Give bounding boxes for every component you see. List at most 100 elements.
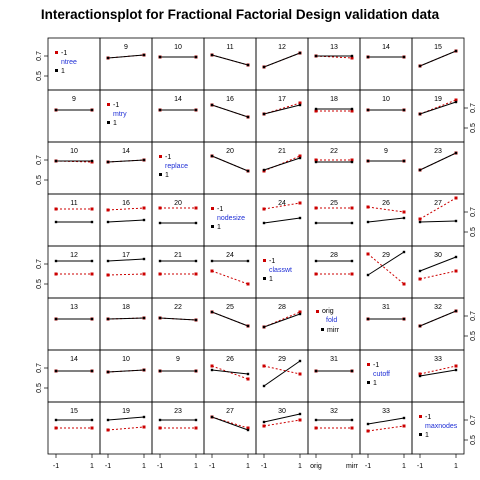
series-point-high (454, 255, 458, 259)
series-point-high (142, 218, 146, 222)
legend-level-high: 1 (113, 120, 117, 127)
series-point-high (262, 384, 266, 388)
x-tick-label: -1 (261, 463, 267, 470)
panel-label: 10 (122, 356, 130, 363)
series-point-low (246, 282, 250, 286)
series-point-low (454, 196, 458, 200)
series-point-high (158, 108, 162, 112)
series-point-high (90, 220, 94, 224)
series-point-high (366, 317, 370, 321)
x-tick-label: -1 (417, 463, 423, 470)
series-point-high (90, 159, 94, 163)
series-point-high (246, 324, 250, 328)
series-line-low (367, 425, 405, 432)
factor-name: classwt (269, 267, 292, 274)
legend-level-low: orig (322, 308, 334, 315)
legend-marker-low (159, 155, 162, 158)
series-point-high (454, 151, 458, 155)
y-tick-label: 0.5 (470, 123, 477, 133)
series-line-low (211, 270, 249, 285)
series-point-high (158, 418, 162, 422)
series-point-high (142, 257, 146, 261)
series-point-low (454, 364, 458, 368)
series-line-high (419, 101, 457, 115)
series-point-low (418, 217, 422, 221)
series-point-high (194, 55, 198, 59)
panel-label: 22 (174, 304, 182, 311)
series-point-low (298, 101, 302, 105)
legend-marker-low (107, 103, 110, 106)
series-line-high (211, 369, 249, 375)
panel-label: 20 (226, 148, 234, 155)
series-point-low (106, 428, 110, 432)
series-point-low (366, 205, 370, 209)
series-point-high (106, 418, 110, 422)
series-point-high (298, 216, 302, 220)
series-point-high (454, 219, 458, 223)
x-tick-label: 1 (90, 463, 94, 470)
series-point-high (54, 369, 58, 373)
series-point-high (366, 159, 370, 163)
series-point-low (314, 206, 318, 210)
series-point-high (454, 309, 458, 313)
series-line-high (263, 52, 301, 68)
series-point-low (314, 158, 318, 162)
series-point-low (90, 272, 94, 276)
series-line-high (263, 360, 301, 387)
panel-label: 22 (330, 148, 338, 155)
series-point-high (210, 415, 214, 419)
panel-label: 11 (70, 200, 77, 207)
series-point-low (142, 425, 146, 429)
legend-marker-low (263, 259, 266, 262)
legend-level-high: 1 (373, 380, 377, 387)
series-line-high (367, 417, 405, 425)
series-point-high (402, 216, 406, 220)
legend-marker-low (367, 363, 370, 366)
series-point-high (54, 259, 58, 263)
series-point-high (454, 100, 458, 104)
series-point-high (142, 158, 146, 162)
series-point-high (402, 317, 406, 321)
legend-marker-low (55, 51, 58, 54)
series-point-low (350, 56, 354, 60)
series-point-low (262, 424, 266, 428)
series-point-high (54, 159, 58, 163)
legend-level-low: -1 (425, 414, 431, 421)
legend-marker-low (316, 310, 319, 313)
series-point-high (158, 221, 162, 225)
legend-marker-high (211, 225, 214, 228)
series-point-high (54, 317, 58, 321)
panel-label: 27 (434, 200, 442, 207)
series-point-low (158, 426, 162, 430)
panel-label: 26 (226, 356, 234, 363)
series-point-low (298, 154, 302, 158)
legend-marker-high (55, 69, 58, 72)
x-tick-label: 1 (246, 463, 250, 470)
series-point-high (106, 160, 110, 164)
series-line-high (419, 220, 457, 223)
series-point-high (90, 317, 94, 321)
legend-level-low: -1 (217, 206, 223, 213)
series-point-high (350, 221, 354, 225)
panel-label: 30 (434, 252, 442, 259)
series-point-low (142, 206, 146, 210)
series-point-low (142, 272, 146, 276)
panel-label: 29 (278, 356, 286, 363)
series-point-low (262, 364, 266, 368)
series-line-low (263, 365, 301, 375)
series-point-high (246, 428, 250, 432)
panel-label: 9 (124, 44, 128, 51)
series-point-low (314, 426, 318, 430)
series-point-high (106, 370, 110, 374)
factor-name: replace (165, 163, 188, 170)
series-line-high (159, 317, 197, 321)
series-point-low (246, 377, 250, 381)
series-point-high (314, 160, 318, 164)
panel-label: 17 (278, 96, 286, 103)
panel-label: 11 (226, 44, 233, 51)
series-point-high (54, 220, 58, 224)
series-point-high (54, 108, 58, 112)
series-line-low (107, 207, 145, 211)
x-tick-label: 1 (402, 463, 406, 470)
panel-label: 28 (330, 252, 338, 259)
